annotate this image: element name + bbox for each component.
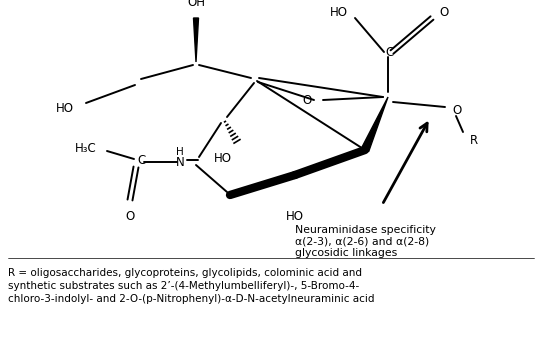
Text: HO: HO (330, 6, 348, 19)
Text: O: O (303, 94, 312, 107)
Polygon shape (362, 97, 388, 152)
Text: O: O (452, 104, 461, 117)
Text: H₃C: H₃C (75, 141, 97, 154)
Text: O: O (439, 6, 448, 19)
Text: synthetic substrates such as 2’-(4-Methylumbelliferyl)-, 5-Bromo-4-: synthetic substrates such as 2’-(4-Methy… (8, 281, 359, 291)
Text: C: C (386, 45, 394, 58)
Text: chloro-3-indolyl- and 2-O-(p-Nitrophenyl)-α-D-N-acetylneuraminic acid: chloro-3-indolyl- and 2-O-(p-Nitrophenyl… (8, 294, 375, 304)
Text: R: R (470, 134, 478, 147)
Text: H: H (176, 147, 184, 157)
Text: Neuraminidase specificity
α(2-3), α(2-6) and α(2-8)
glycosidic linkages: Neuraminidase specificity α(2-3), α(2-6)… (295, 225, 436, 258)
Text: C: C (137, 153, 145, 166)
Text: O: O (125, 210, 134, 223)
Polygon shape (193, 18, 198, 62)
Text: OH: OH (187, 0, 205, 9)
Text: HO: HO (56, 102, 74, 114)
Text: HO: HO (214, 152, 232, 165)
Text: N: N (176, 156, 184, 168)
Text: R = oligosaccharides, glycoproteins, glycolipids, colominic acid and: R = oligosaccharides, glycoproteins, gly… (8, 268, 362, 278)
Text: HO: HO (286, 210, 304, 223)
